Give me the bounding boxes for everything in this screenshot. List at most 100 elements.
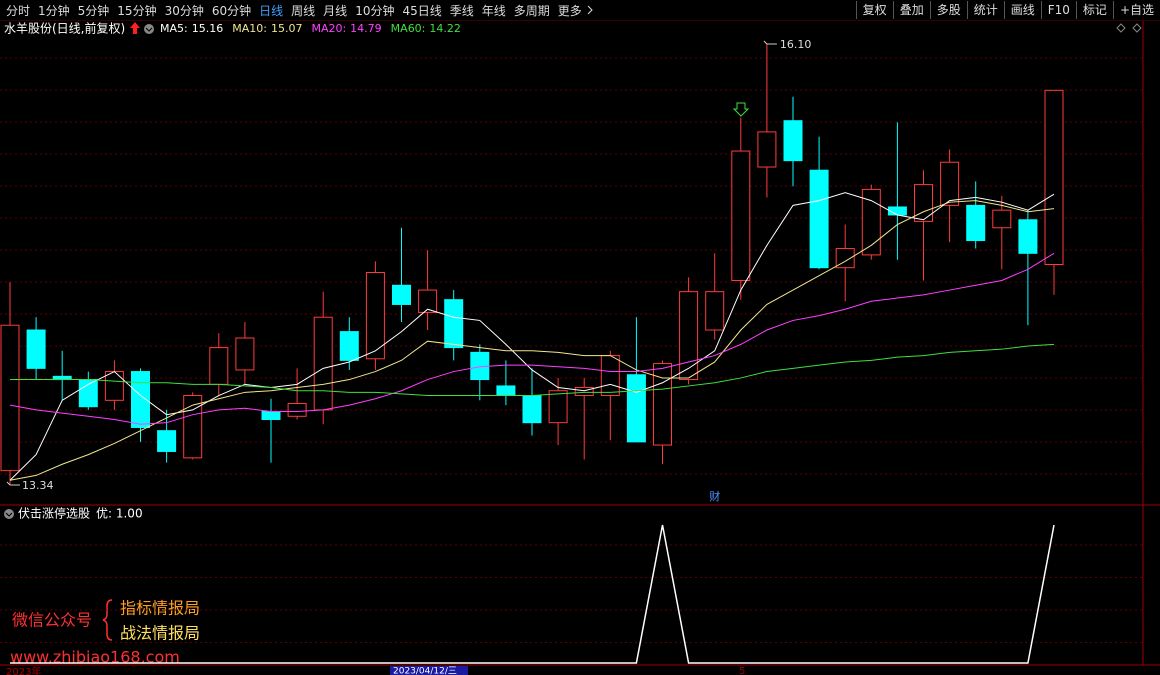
signal-arrow — [732, 102, 750, 117]
ma-legend-name: MA5: — [160, 22, 188, 35]
candle-body — [914, 184, 933, 222]
ma-line — [9, 192, 1055, 481]
candle-body — [522, 395, 542, 424]
watermark-url: www.zhibiao168.com — [10, 648, 180, 667]
period-tab[interactable]: 60分钟 — [211, 3, 252, 18]
candle-body — [235, 337, 255, 371]
tool-button[interactable]: 叠加 — [892, 1, 930, 19]
tool-button[interactable]: F10 — [1040, 1, 1076, 19]
ma-legend-name: MA20: — [311, 22, 346, 35]
candle-body — [1018, 219, 1038, 254]
candle-body — [157, 430, 177, 452]
ma-legend-name: MA60: — [391, 22, 426, 35]
period-tab[interactable]: 15分钟 — [117, 3, 157, 18]
high-marker-label: 16.10 — [780, 38, 812, 51]
candle-body — [992, 209, 1012, 229]
period-tab[interactable]: 45日线 — [402, 3, 442, 18]
watermark-line: 战法情报局 — [120, 624, 200, 643]
candle-body — [548, 390, 568, 424]
candle-body — [574, 387, 594, 397]
candle-body — [940, 161, 960, 206]
candle-body — [0, 324, 20, 472]
candle-body — [104, 371, 124, 401]
candle-body — [131, 371, 150, 428]
candle-body — [757, 131, 777, 168]
ma-legend-value: 14.79 — [350, 22, 382, 35]
cursor-date-box — [390, 666, 468, 675]
tool-buttons: 复权 叠加 多股 统计 画线 F10 标记 +自选 — [855, 0, 1160, 20]
tool-button[interactable]: 多股 — [929, 1, 967, 19]
diamond-icon[interactable] — [1116, 23, 1126, 33]
low-marker-line — [6, 481, 20, 486]
candle-body — [418, 289, 438, 313]
candle-body — [444, 299, 464, 349]
diamond-icon[interactable] — [1132, 23, 1142, 33]
ma-line — [9, 200, 1055, 481]
period-tab[interactable]: 5分钟 — [77, 3, 110, 18]
high-marker-line — [763, 40, 777, 45]
ma-line — [9, 252, 1055, 425]
candle-body — [287, 403, 307, 417]
brace — [102, 599, 113, 641]
period-tabs: 分时 1分钟 5分钟 15分钟 30分钟 60分钟 日线 周线 月线 10分钟 45日线 季线 年线 多周… — [0, 2, 582, 19]
stock-title: 水羊股份(日线,前复权) — [4, 21, 125, 36]
candle-body — [496, 385, 516, 397]
menu-chevron — [145, 27, 153, 32]
toolbar: 分时 1分钟 5分钟 15分钟 30分钟 60分钟 日线 周线 月线 10分钟 45日线 季线 年线 多周… — [0, 0, 1160, 21]
period-tab[interactable]: 季线 — [449, 3, 474, 18]
tool-button[interactable]: 画线 — [1003, 1, 1041, 19]
ma-legend-name: MA10: — [232, 22, 267, 35]
period-tab[interactable]: 分时 — [6, 3, 31, 18]
candle-body — [626, 374, 646, 443]
ma-legend-value: 14.22 — [429, 22, 461, 35]
indicator-name: 伏击涨停选股 — [18, 506, 90, 521]
ma-line — [10, 343, 1055, 397]
event-label: 财 — [709, 489, 720, 503]
ma-legend-value: 15.16 — [192, 22, 224, 35]
x-axis-year: 2023年 — [6, 665, 41, 675]
candle-body — [261, 411, 281, 420]
candle-body — [26, 329, 46, 369]
candle-body — [313, 316, 333, 411]
candle-body — [861, 188, 881, 256]
tool-button[interactable]: 标记 — [1075, 1, 1113, 19]
period-tab[interactable]: 年线 — [481, 3, 506, 18]
candle-body — [78, 379, 98, 408]
watermark-account: 微信公众号 — [12, 611, 92, 630]
period-tab[interactable]: 30分钟 — [164, 3, 204, 18]
period-tab[interactable]: 多周期 — [513, 3, 550, 18]
candle-body — [835, 248, 855, 269]
indicator-line — [10, 524, 1055, 664]
candle-body — [339, 331, 359, 361]
period-tab[interactable]: 月线 — [323, 3, 348, 18]
menu-icon[interactable] — [144, 24, 154, 34]
more-chevron[interactable] — [585, 4, 595, 16]
period-tab[interactable]: 周线 — [291, 3, 316, 18]
candle-body — [392, 284, 411, 305]
candle-body — [1044, 89, 1064, 265]
tool-button[interactable]: +自选 — [1112, 1, 1160, 19]
candle-body — [600, 355, 620, 397]
candle-body — [679, 291, 699, 381]
period-tab[interactable]: 日线 — [259, 3, 284, 18]
candle-body — [731, 150, 751, 281]
low-marker-label: 13.34 — [22, 479, 54, 492]
tool-button[interactable]: 统计 — [966, 1, 1004, 19]
tool-button[interactable]: 复权 — [855, 1, 893, 19]
menu-chevron — [5, 512, 13, 517]
x-axis-month: 5 — [739, 666, 745, 675]
period-tab[interactable]: 1分钟 — [38, 3, 70, 18]
period-tab[interactable]: 10分钟 — [355, 3, 395, 18]
candle-body — [783, 120, 803, 162]
ma-legend-value: 15.07 — [271, 22, 303, 35]
candle-body — [365, 271, 385, 360]
candle-body — [809, 169, 829, 269]
candle-body — [209, 347, 229, 385]
menu-icon[interactable] — [4, 509, 14, 519]
indicator-status: 优: 1.00 — [96, 507, 143, 521]
period-tab[interactable]: 更多 — [557, 3, 582, 18]
up-arrow-icon — [130, 22, 140, 34]
watermark-line: 指标情报局 — [120, 599, 200, 618]
